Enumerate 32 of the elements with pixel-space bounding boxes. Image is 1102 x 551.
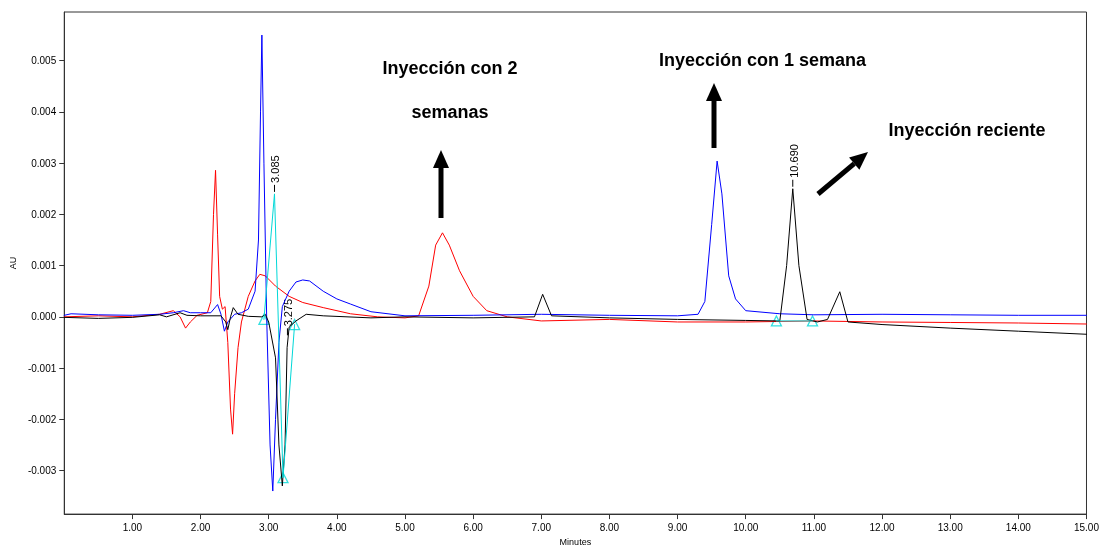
x-tick-label: 4.00 (327, 521, 348, 533)
x-tick-label: 11.00 (801, 521, 827, 533)
x-tick-label: 1.00 (122, 521, 143, 533)
y-tick-label: 0.005 (31, 55, 57, 67)
x-tick-label: 13.00 (937, 521, 964, 533)
x-tick-label: 15.00 (1073, 521, 1100, 533)
x-axis-title: Minutes (559, 536, 592, 547)
x-tick-label: 9.00 (667, 521, 688, 533)
y-tick-label: -0.001 (27, 362, 57, 374)
x-tick-label: 7.00 (531, 521, 552, 533)
annotation: Inyección con 1 semana (657, 49, 868, 72)
x-tick-label: 6.00 (463, 521, 484, 533)
x-tick-label: 12.00 (869, 521, 895, 533)
x-tick-label: 2.00 (190, 521, 211, 533)
y-tick-label: 0.001 (31, 260, 57, 272)
annotation: Inyección reciente (887, 119, 1047, 142)
annotation: 3.085 (269, 155, 282, 183)
x-tick-label: 14.00 (1005, 521, 1032, 533)
y-tick-label: 0.004 (31, 106, 57, 118)
y-tick-label: -0.002 (27, 413, 57, 425)
x-tick-label: 10.00 (733, 521, 759, 533)
annotation: 10.690 (787, 144, 800, 178)
y-tick-label: -0.003 (27, 465, 57, 477)
y-tick-label: 0.002 (31, 208, 57, 220)
y-axis-title: AU (7, 256, 18, 270)
y-tick-label: 0.003 (31, 157, 57, 169)
y-tick-label: 0.000 (31, 311, 57, 323)
x-tick-label: 8.00 (599, 521, 620, 533)
annotation: 3.275 (282, 298, 295, 327)
x-tick-label: 3.00 (258, 521, 279, 533)
text: Inyección con 2 semanas (382, 58, 518, 122)
x-tick-label: 5.00 (395, 521, 416, 533)
